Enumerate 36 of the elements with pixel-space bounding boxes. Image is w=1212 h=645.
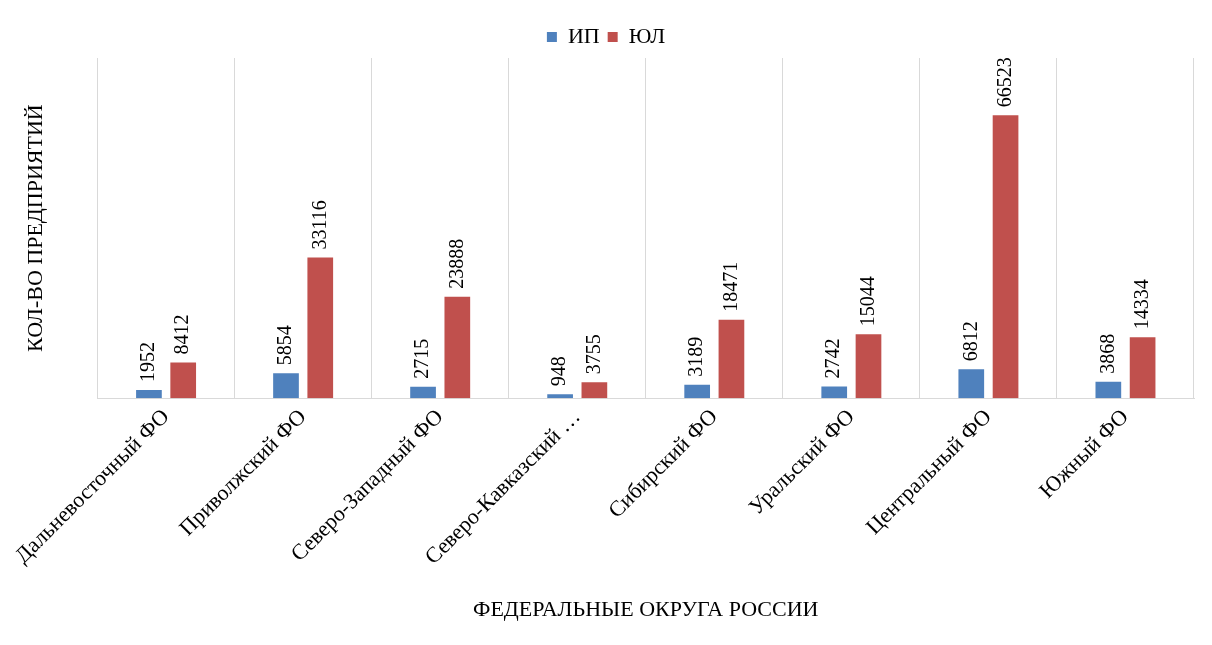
bar xyxy=(273,373,299,399)
data-label: 948 xyxy=(547,356,570,387)
data-label: 3755 xyxy=(581,334,604,375)
data-label: 2715 xyxy=(410,338,433,379)
data-label: 8412 xyxy=(170,314,193,355)
data-label: 1952 xyxy=(136,341,159,382)
data-label: 15044 xyxy=(855,276,878,327)
data-label: 3189 xyxy=(684,336,707,377)
bar xyxy=(1129,337,1156,399)
bar xyxy=(136,389,162,399)
data-label: 3868 xyxy=(1095,333,1118,374)
bar xyxy=(170,362,197,399)
bar xyxy=(307,257,334,399)
data-label: 66523 xyxy=(992,57,1015,108)
bar xyxy=(684,384,711,399)
data-label: 2742 xyxy=(821,338,844,379)
bar xyxy=(444,296,471,399)
legend-label: ИП xyxy=(567,22,600,48)
data-label: 14334 xyxy=(1129,279,1152,330)
bar xyxy=(821,386,848,399)
data-label: 33116 xyxy=(307,200,330,250)
data-label: 5854 xyxy=(273,325,296,366)
bar xyxy=(547,394,573,399)
bar xyxy=(718,319,745,399)
legend-label: ЮЛ xyxy=(628,22,666,48)
bar xyxy=(410,386,436,399)
bar xyxy=(992,115,1019,399)
data-label: 18471 xyxy=(718,261,741,312)
data-label: 6812 xyxy=(958,321,981,362)
bar xyxy=(855,334,882,399)
y-axis-title: КОЛ-ВО ПРЕДПРИЯТИЙ xyxy=(22,104,48,352)
x-axis-title: ФЕДЕРАЛЬНЫЕ ОКРУГА РОССИИ xyxy=(473,595,819,621)
bar xyxy=(581,382,608,399)
bar xyxy=(1095,381,1122,399)
bar xyxy=(958,369,985,399)
data-label: 23888 xyxy=(444,238,467,289)
